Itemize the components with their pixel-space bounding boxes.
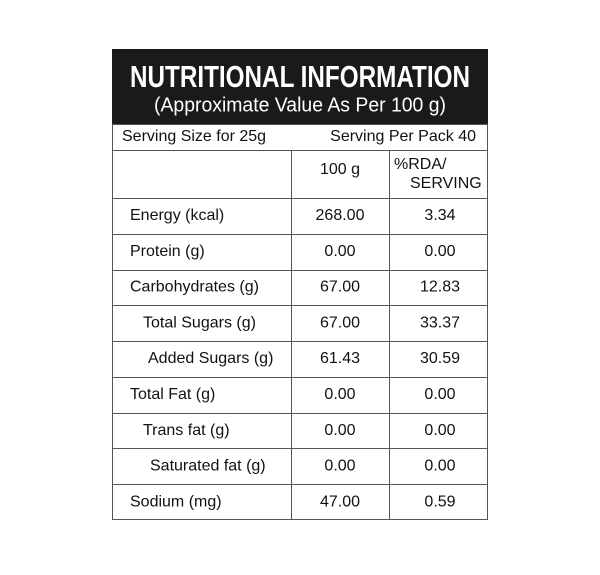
- value-rda: 3.34: [424, 207, 455, 224]
- value-rda: 0.59: [424, 493, 455, 510]
- value-rda: 12.83: [420, 279, 460, 296]
- title: NUTRITIONAL INFORMATION: [130, 59, 470, 94]
- value-100g: 47.00: [320, 493, 360, 510]
- value-rda: 0.00: [424, 386, 455, 403]
- value-100g: 61.43: [320, 350, 360, 367]
- value-100g: 0.00: [324, 243, 355, 260]
- value-rda: 30.59: [420, 350, 460, 367]
- value-rda: 33.37: [420, 314, 460, 331]
- nutrient-name: Energy (kcal): [130, 207, 224, 224]
- nutrient-name: Protein (g): [130, 243, 205, 260]
- nutrient-name: Sodium (mg): [130, 493, 222, 510]
- value-rda: 0.00: [424, 458, 455, 475]
- value-100g: 67.00: [320, 314, 360, 331]
- value-100g: 67.00: [320, 279, 360, 296]
- column-header: SERVING: [410, 175, 482, 192]
- serving-per-pack: Serving Per Pack 40: [330, 128, 476, 145]
- serving-size: Serving Size for 25g: [122, 128, 266, 145]
- header-box: [112, 49, 488, 124]
- subtitle: (Approximate Value As Per 100 g): [154, 94, 446, 116]
- nutrient-name: Total Fat (g): [130, 386, 215, 403]
- table-border: [112, 124, 488, 520]
- value-100g: 0.00: [324, 422, 355, 439]
- column-header: 100 g: [320, 161, 360, 178]
- nutrient-name: Saturated fat (g): [150, 458, 266, 475]
- nutrient-name: Trans fat (g): [143, 422, 230, 439]
- nutrient-name: Total Sugars (g): [143, 314, 256, 331]
- value-rda: 0.00: [424, 422, 455, 439]
- value-100g: 0.00: [324, 458, 355, 475]
- column-header: %RDA/: [394, 156, 447, 173]
- nutrient-name: Carbohydrates (g): [130, 279, 259, 296]
- value-rda: 0.00: [424, 243, 455, 260]
- nutrient-name: Added Sugars (g): [148, 350, 273, 367]
- value-100g: 268.00: [316, 207, 365, 224]
- value-100g: 0.00: [324, 386, 355, 403]
